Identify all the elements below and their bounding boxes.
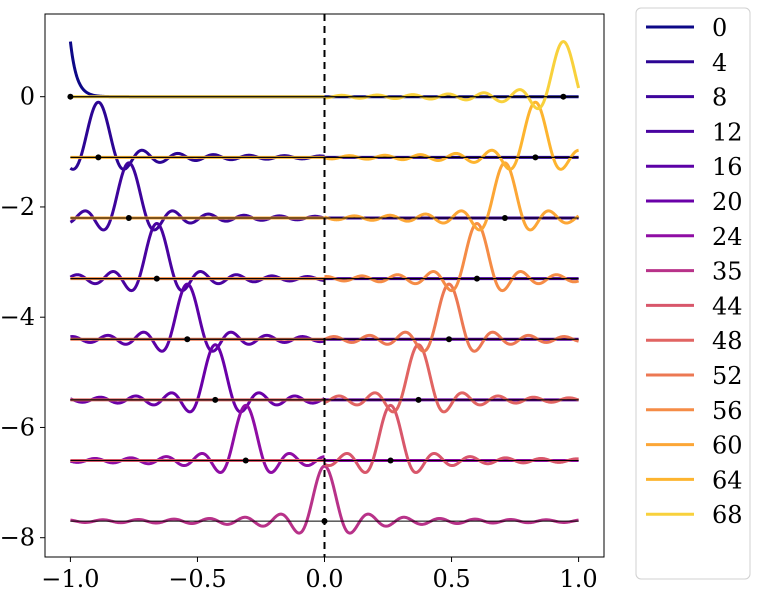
legend-label-35: 35 [712, 258, 743, 286]
series-20-line [69, 343, 326, 414]
series-44-line [323, 403, 580, 474]
series-24-line [69, 403, 326, 474]
marker-64 [532, 154, 539, 161]
marker-4 [95, 154, 102, 161]
y-tick-label: 0 [20, 83, 35, 111]
series-56-line [323, 221, 580, 293]
marker-16 [184, 336, 191, 343]
legend-label-68: 68 [712, 501, 743, 529]
x-tick-label: 1.0 [560, 565, 598, 593]
legend-label-4: 4 [712, 49, 727, 77]
center-markers [67, 93, 567, 525]
x-tick-label: 0.0 [305, 565, 343, 593]
axis-ticks: −1.0 −0.5 0.0 0.5 1.0 0 −2 −4 −6 −8 [0, 83, 598, 593]
series-68-line [323, 40, 581, 111]
y-tick-label: −8 [0, 524, 35, 552]
legend-box [635, 7, 751, 580]
legend-label-16: 16 [712, 153, 743, 181]
series-52-line [323, 282, 580, 353]
y-tick-label: −4 [0, 303, 35, 331]
marker-68 [560, 93, 567, 100]
legend-label-60: 60 [712, 432, 743, 460]
series-8-line [69, 161, 326, 232]
legend-label-48: 48 [712, 327, 743, 355]
marker-60 [501, 214, 508, 221]
marker-56 [473, 275, 480, 282]
series-16-line [69, 282, 326, 353]
marker-20 [212, 396, 219, 403]
marker-44 [387, 457, 394, 464]
marker-24 [242, 457, 249, 464]
x-tick-label: 0.5 [432, 565, 470, 593]
y-tick-label: −2 [0, 193, 35, 221]
marker-8 [125, 214, 132, 221]
x-tick-label: −1.0 [41, 565, 99, 593]
y-tick-label: −6 [0, 413, 35, 441]
series-4-line [69, 100, 326, 171]
legend-label-44: 44 [712, 292, 743, 320]
x-tick-label: −0.5 [168, 565, 226, 593]
series-12-line [69, 221, 326, 293]
legend-label-64: 64 [712, 466, 743, 494]
marker-52 [446, 336, 453, 343]
legend-label-0: 0 [712, 14, 727, 42]
series-64-line [323, 100, 580, 171]
marker-12 [153, 275, 160, 282]
series-60-line [323, 161, 580, 232]
series-48-line [323, 343, 580, 414]
legend-label-24: 24 [712, 223, 743, 251]
legend-label-20: 20 [712, 188, 743, 216]
series-0-line [68, 41, 326, 99]
legend-label-56: 56 [712, 397, 743, 425]
legend-label-8: 8 [712, 84, 727, 112]
series-35-line [70, 464, 579, 535]
legend-label-12: 12 [712, 118, 743, 146]
legend-label-52: 52 [712, 362, 743, 390]
marker-48 [415, 396, 422, 403]
marker-0 [67, 93, 74, 100]
